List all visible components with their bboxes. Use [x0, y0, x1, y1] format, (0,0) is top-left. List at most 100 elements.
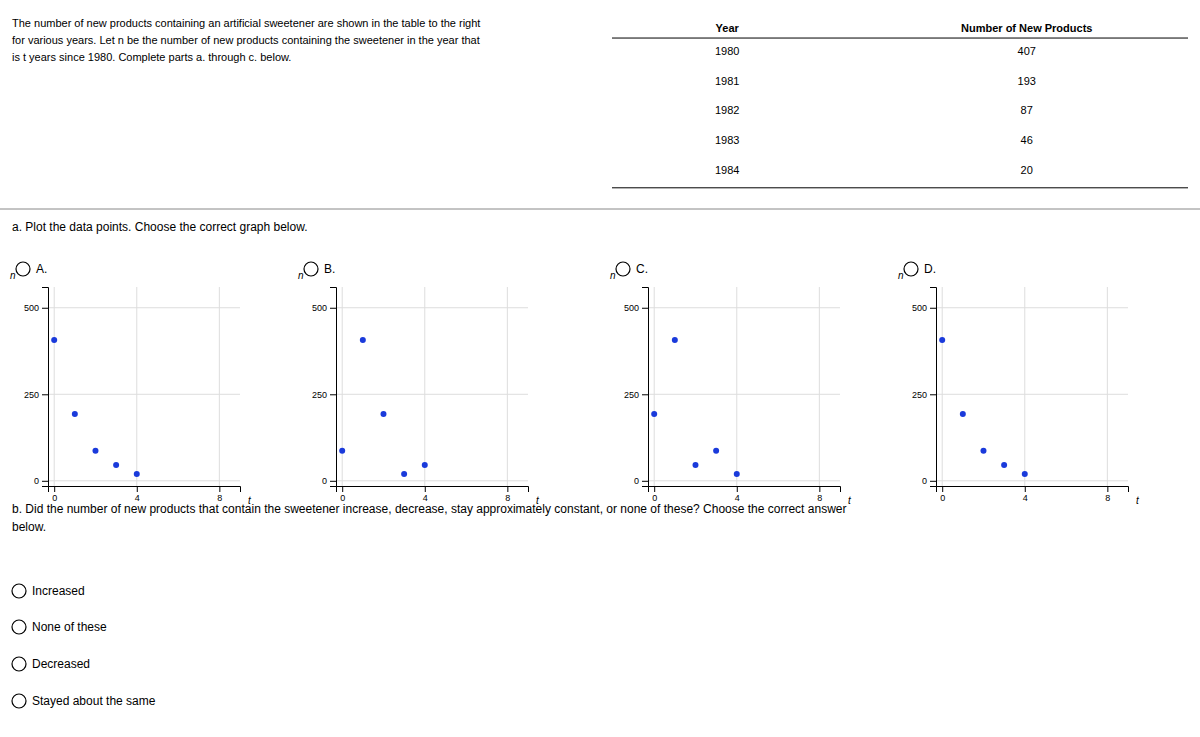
table-cell: 1981	[715, 75, 739, 87]
choice: B.	[304, 262, 335, 276]
grid-line	[942, 287, 943, 486]
grid-line	[336, 480, 528, 481]
grid-line	[1024, 287, 1025, 486]
grid-line	[648, 307, 840, 308]
tick: 0	[652, 486, 657, 503]
choice-letter: D.	[924, 262, 936, 276]
description-line: is t years since 1980. Complete parts a.…	[12, 51, 291, 63]
tick-mark	[137, 486, 138, 492]
choice-letter: B.	[324, 262, 335, 276]
y-axis-label: n	[610, 270, 616, 281]
axis-line	[642, 288, 649, 487]
tick-mark	[642, 394, 648, 395]
point	[1001, 462, 1007, 468]
tick-label: 500	[912, 303, 927, 313]
tick: 500	[912, 303, 936, 313]
description: The number of new products containing an…	[12, 17, 480, 63]
description-line: for various years. Let n be the number o…	[12, 34, 480, 46]
mini-plot: 0480250500nt	[10, 270, 252, 506]
tick: 0	[940, 486, 945, 503]
grid-line	[219, 287, 220, 486]
grid-line	[48, 480, 240, 481]
point	[339, 448, 345, 454]
point	[72, 411, 78, 417]
table-header: Number of New Products	[961, 22, 1092, 34]
choice: D.	[904, 262, 936, 276]
tick: 4	[1023, 486, 1028, 503]
grid-line	[654, 287, 655, 486]
tick-mark	[42, 394, 48, 395]
tick-mark	[930, 308, 936, 309]
tick-mark	[642, 308, 648, 309]
tick-mark	[54, 486, 55, 492]
tick: 250	[912, 390, 936, 400]
axis-line	[337, 487, 529, 493]
point	[734, 471, 740, 477]
grid-line	[648, 480, 840, 481]
tick-label: 250	[312, 390, 327, 400]
tick-label: 8	[1105, 493, 1110, 503]
point	[360, 337, 366, 343]
tick-label: 0	[634, 476, 639, 486]
grid-line	[48, 394, 240, 395]
table-cell: 46	[1021, 134, 1033, 146]
tick-label: 0	[940, 493, 945, 503]
choice-letter: C.	[636, 262, 648, 276]
grid	[648, 287, 840, 486]
points	[339, 337, 428, 477]
point	[651, 411, 657, 417]
tick-label: 250	[24, 390, 39, 400]
axis-line	[49, 487, 241, 493]
point	[380, 411, 386, 417]
tick-mark	[330, 308, 336, 309]
grid-line	[424, 287, 425, 486]
axis-line	[42, 288, 49, 487]
point	[980, 448, 986, 454]
table-cell: 20	[1021, 164, 1033, 176]
grid-line	[936, 480, 1128, 481]
table-cell: 1984	[715, 164, 739, 176]
tick: 0	[34, 476, 48, 486]
option-label: Increased	[32, 584, 85, 598]
radio-button	[16, 262, 30, 276]
point	[113, 462, 119, 468]
grid-line	[48, 307, 240, 308]
option-label: None of these	[32, 620, 107, 634]
y-axis-label: n	[10, 270, 16, 281]
points	[939, 337, 1028, 477]
point	[939, 337, 945, 343]
choice-letter: A.	[36, 262, 47, 276]
table: YearNumber of New Products19804071981193…	[612, 22, 1188, 188]
tick: 250	[624, 390, 648, 400]
tick-mark	[425, 486, 426, 492]
radio-button	[12, 694, 26, 708]
radio-button	[904, 262, 918, 276]
tick-mark	[330, 394, 336, 395]
part-b-line: below.	[12, 520, 46, 534]
table-cell: 87	[1021, 104, 1033, 116]
tick-label: 0	[322, 476, 327, 486]
x-axis: 0 4 8	[937, 486, 1129, 503]
option: Decreased	[12, 657, 90, 671]
grid	[48, 287, 240, 486]
tick-mark	[642, 481, 648, 482]
axis-line	[330, 288, 337, 487]
tick-label: 0	[922, 476, 927, 486]
page: The number of new products containing an…	[0, 0, 1200, 737]
grid	[336, 287, 528, 486]
y-axis: 0250500	[312, 288, 337, 487]
option-label: Stayed about the same	[32, 694, 156, 708]
radio-button	[12, 620, 26, 634]
grid-line	[936, 307, 1128, 308]
grid-line	[336, 307, 528, 308]
tick: 500	[624, 303, 648, 313]
grid-line	[342, 287, 343, 486]
grid-line	[136, 287, 137, 486]
grid-line	[819, 287, 820, 486]
table-cell: 1982	[715, 104, 739, 116]
choice: A.	[16, 262, 47, 276]
y-axis: 0 250 500	[624, 288, 649, 487]
point	[51, 337, 57, 343]
points	[51, 337, 140, 477]
point	[92, 448, 98, 454]
